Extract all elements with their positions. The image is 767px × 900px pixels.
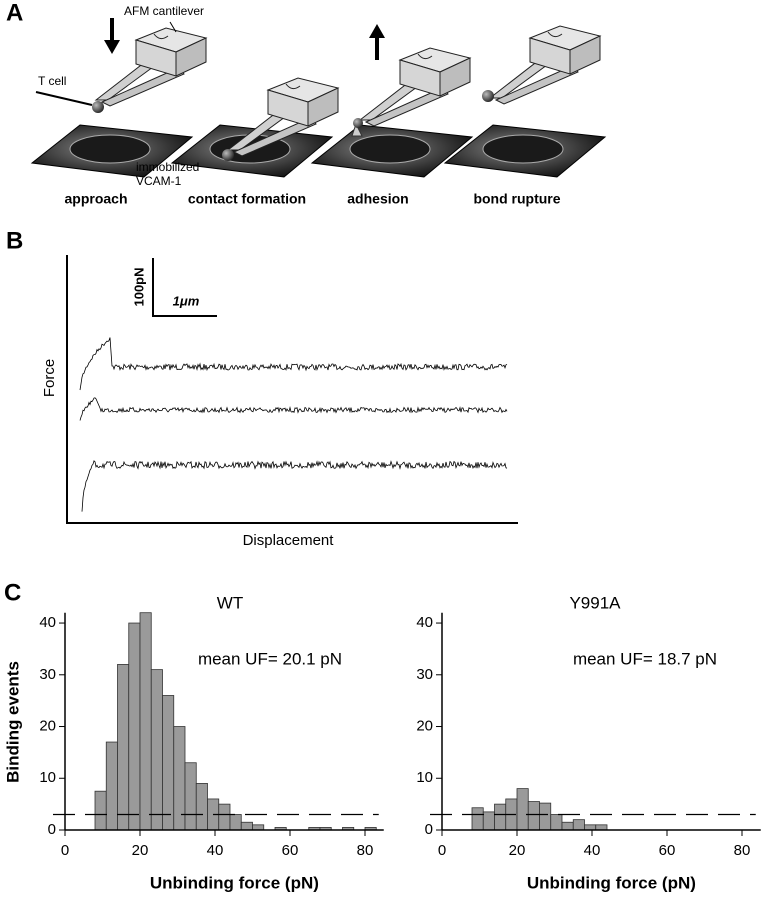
force-trace: [79, 337, 508, 391]
arrow-down: [104, 18, 120, 54]
y-axis-label: Force: [41, 359, 58, 397]
y-axis-label: Binding events: [3, 661, 22, 783]
y-tick-label: 40: [416, 614, 433, 631]
y-tick-label: 30: [416, 666, 433, 683]
step-label: contact formation: [188, 191, 306, 207]
panel-label: C: [4, 579, 21, 606]
step-label: approach: [64, 191, 127, 207]
cantilever: [489, 25, 601, 105]
annotation: mean UF= 20.1 pN: [198, 649, 342, 668]
x-axis-label: Unbinding force (pN): [527, 873, 696, 892]
bar: [584, 824, 597, 831]
bar: [527, 801, 540, 831]
x-tick-label: 60: [282, 842, 299, 859]
bar: [539, 802, 552, 831]
x-tick-label: 20: [509, 842, 526, 859]
y-tick-label: 10: [39, 769, 56, 786]
x-tick-label: 40: [207, 842, 224, 859]
cell: [351, 122, 363, 137]
cell: [353, 118, 363, 128]
y-tick-label: 0: [48, 821, 56, 838]
y-tick-label: 30: [39, 666, 56, 683]
cell: [482, 90, 494, 102]
leader: [169, 21, 177, 33]
bar: [252, 824, 265, 831]
force-trace: [79, 397, 508, 421]
surface-label: immobilized: [136, 160, 199, 174]
histogram: WT mean UF= 20.1 pN Unbinding force (pN) Bi…: [3, 593, 384, 892]
bar: [572, 819, 585, 831]
y-tick-label: 40: [39, 614, 56, 631]
bar: [139, 612, 152, 831]
bar: [218, 803, 231, 831]
scale-label: 100pN: [131, 267, 146, 306]
chart-title: Y991A: [569, 593, 621, 612]
y-tick-label: 20: [416, 717, 433, 734]
panel-label: A: [6, 0, 23, 26]
x-tick-label: 60: [659, 842, 676, 859]
bar: [105, 741, 118, 831]
arrow-up: [369, 24, 385, 60]
bar: [94, 790, 107, 831]
annotation: mean UF= 18.7 pN: [573, 649, 717, 668]
y-tick-label: 20: [39, 717, 56, 734]
surface: [311, 124, 473, 178]
cell: [222, 149, 234, 161]
panel-b: B 100pN 1μm Force Displacement: [6, 227, 518, 549]
x-tick-label: 0: [438, 842, 446, 859]
bar: [471, 807, 484, 831]
x-axis-label: Unbinding force (pN): [150, 873, 319, 892]
histogram: Y991A mean UF= 18.7 pN Unbinding force (pN…: [416, 593, 761, 892]
y-tick-label: 10: [416, 769, 433, 786]
x-tick-label: 20: [132, 842, 149, 859]
bar: [561, 821, 574, 831]
force-trace: [81, 460, 508, 512]
bar: [240, 821, 253, 831]
panel-label: B: [6, 227, 23, 254]
bar: [184, 762, 197, 831]
x-tick-label: 40: [584, 842, 601, 859]
bar: [482, 811, 495, 831]
surface: [444, 124, 606, 178]
step-label: bond rupture: [473, 191, 560, 207]
cantilever-label: AFM cantilever: [124, 4, 204, 18]
leader: [35, 91, 93, 106]
bar: [516, 788, 529, 831]
bar: [595, 824, 608, 831]
surface-label: VCAM-1: [136, 174, 182, 188]
bar: [150, 669, 163, 831]
scale-label: 1μm: [173, 293, 200, 308]
y-tick-label: 0: [425, 821, 433, 838]
bar: [195, 783, 208, 831]
x-tick-label: 80: [357, 842, 374, 859]
bar: [550, 814, 563, 831]
bar: [128, 622, 141, 831]
bar: [494, 803, 507, 831]
cell: [92, 101, 104, 113]
panel-a: A AFM cantilever T cell immobilized VCAM…: [6, 0, 606, 207]
chart-title: WT: [217, 593, 243, 612]
x-axis-label: Displacement: [243, 532, 335, 549]
bar: [229, 814, 242, 831]
bar: [162, 695, 175, 831]
x-tick-label: 80: [734, 842, 751, 859]
step-label: adhesion: [347, 191, 408, 207]
x-tick-label: 0: [61, 842, 69, 859]
bar: [117, 664, 130, 831]
cell-label: T cell: [38, 74, 66, 88]
